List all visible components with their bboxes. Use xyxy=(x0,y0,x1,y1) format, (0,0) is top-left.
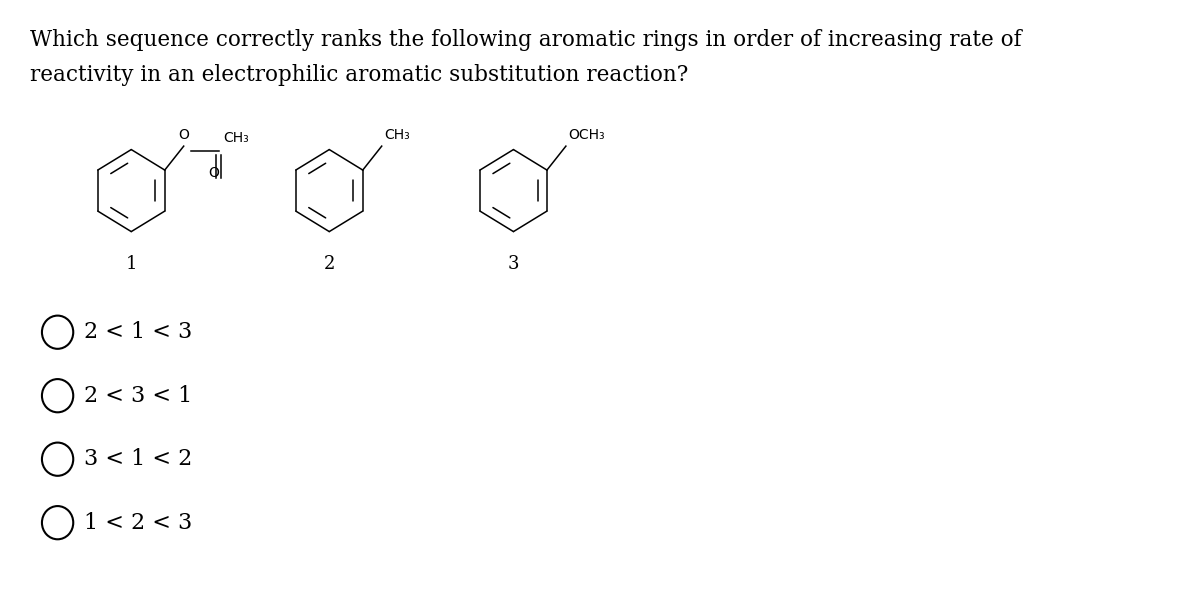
Text: 2 < 1 < 3: 2 < 1 < 3 xyxy=(84,321,192,343)
Text: reactivity in an electrophilic aromatic substitution reaction?: reactivity in an electrophilic aromatic … xyxy=(30,63,689,86)
Text: OCH₃: OCH₃ xyxy=(569,128,605,142)
Text: 1 < 2 < 3: 1 < 2 < 3 xyxy=(84,512,192,533)
Text: 3 < 1 < 2: 3 < 1 < 2 xyxy=(84,448,192,470)
Text: 2: 2 xyxy=(324,255,335,273)
Text: CH₃: CH₃ xyxy=(223,131,250,145)
Text: O: O xyxy=(209,166,220,181)
Text: CH₃: CH₃ xyxy=(384,128,410,142)
Text: 1: 1 xyxy=(126,255,137,273)
Text: 2 < 3 < 1: 2 < 3 < 1 xyxy=(84,385,192,407)
Text: Which sequence correctly ranks the following aromatic rings in order of increasi: Which sequence correctly ranks the follo… xyxy=(30,29,1021,51)
Text: 3: 3 xyxy=(508,255,520,273)
Text: O: O xyxy=(179,128,190,142)
